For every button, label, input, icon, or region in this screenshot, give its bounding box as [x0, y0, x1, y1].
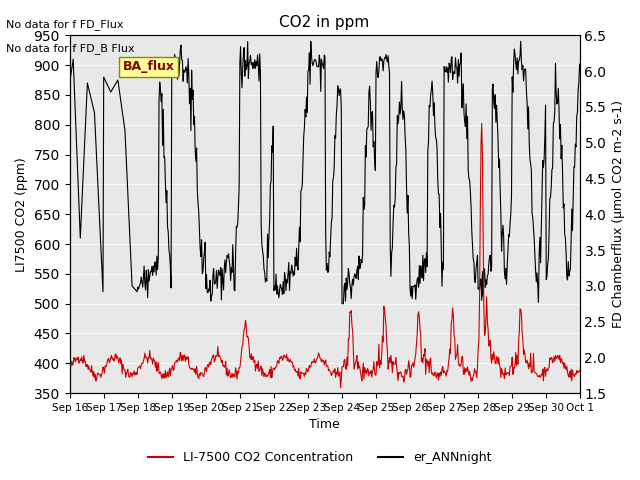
- X-axis label: Time: Time: [309, 419, 340, 432]
- Y-axis label: FD Chamberflux (μmol CO2 m-2 s-1): FD Chamberflux (μmol CO2 m-2 s-1): [612, 100, 625, 328]
- Text: No data for f FD_Flux: No data for f FD_Flux: [6, 19, 124, 30]
- Text: No data for f FD_B Flux: No data for f FD_B Flux: [6, 43, 135, 54]
- Y-axis label: LI7500 CO2 (ppm): LI7500 CO2 (ppm): [15, 157, 28, 272]
- Text: BA_flux: BA_flux: [123, 60, 175, 73]
- Legend: LI-7500 CO2 Concentration, er_ANNnight: LI-7500 CO2 Concentration, er_ANNnight: [143, 446, 497, 469]
- Title: CO2 in ppm: CO2 in ppm: [280, 15, 370, 30]
